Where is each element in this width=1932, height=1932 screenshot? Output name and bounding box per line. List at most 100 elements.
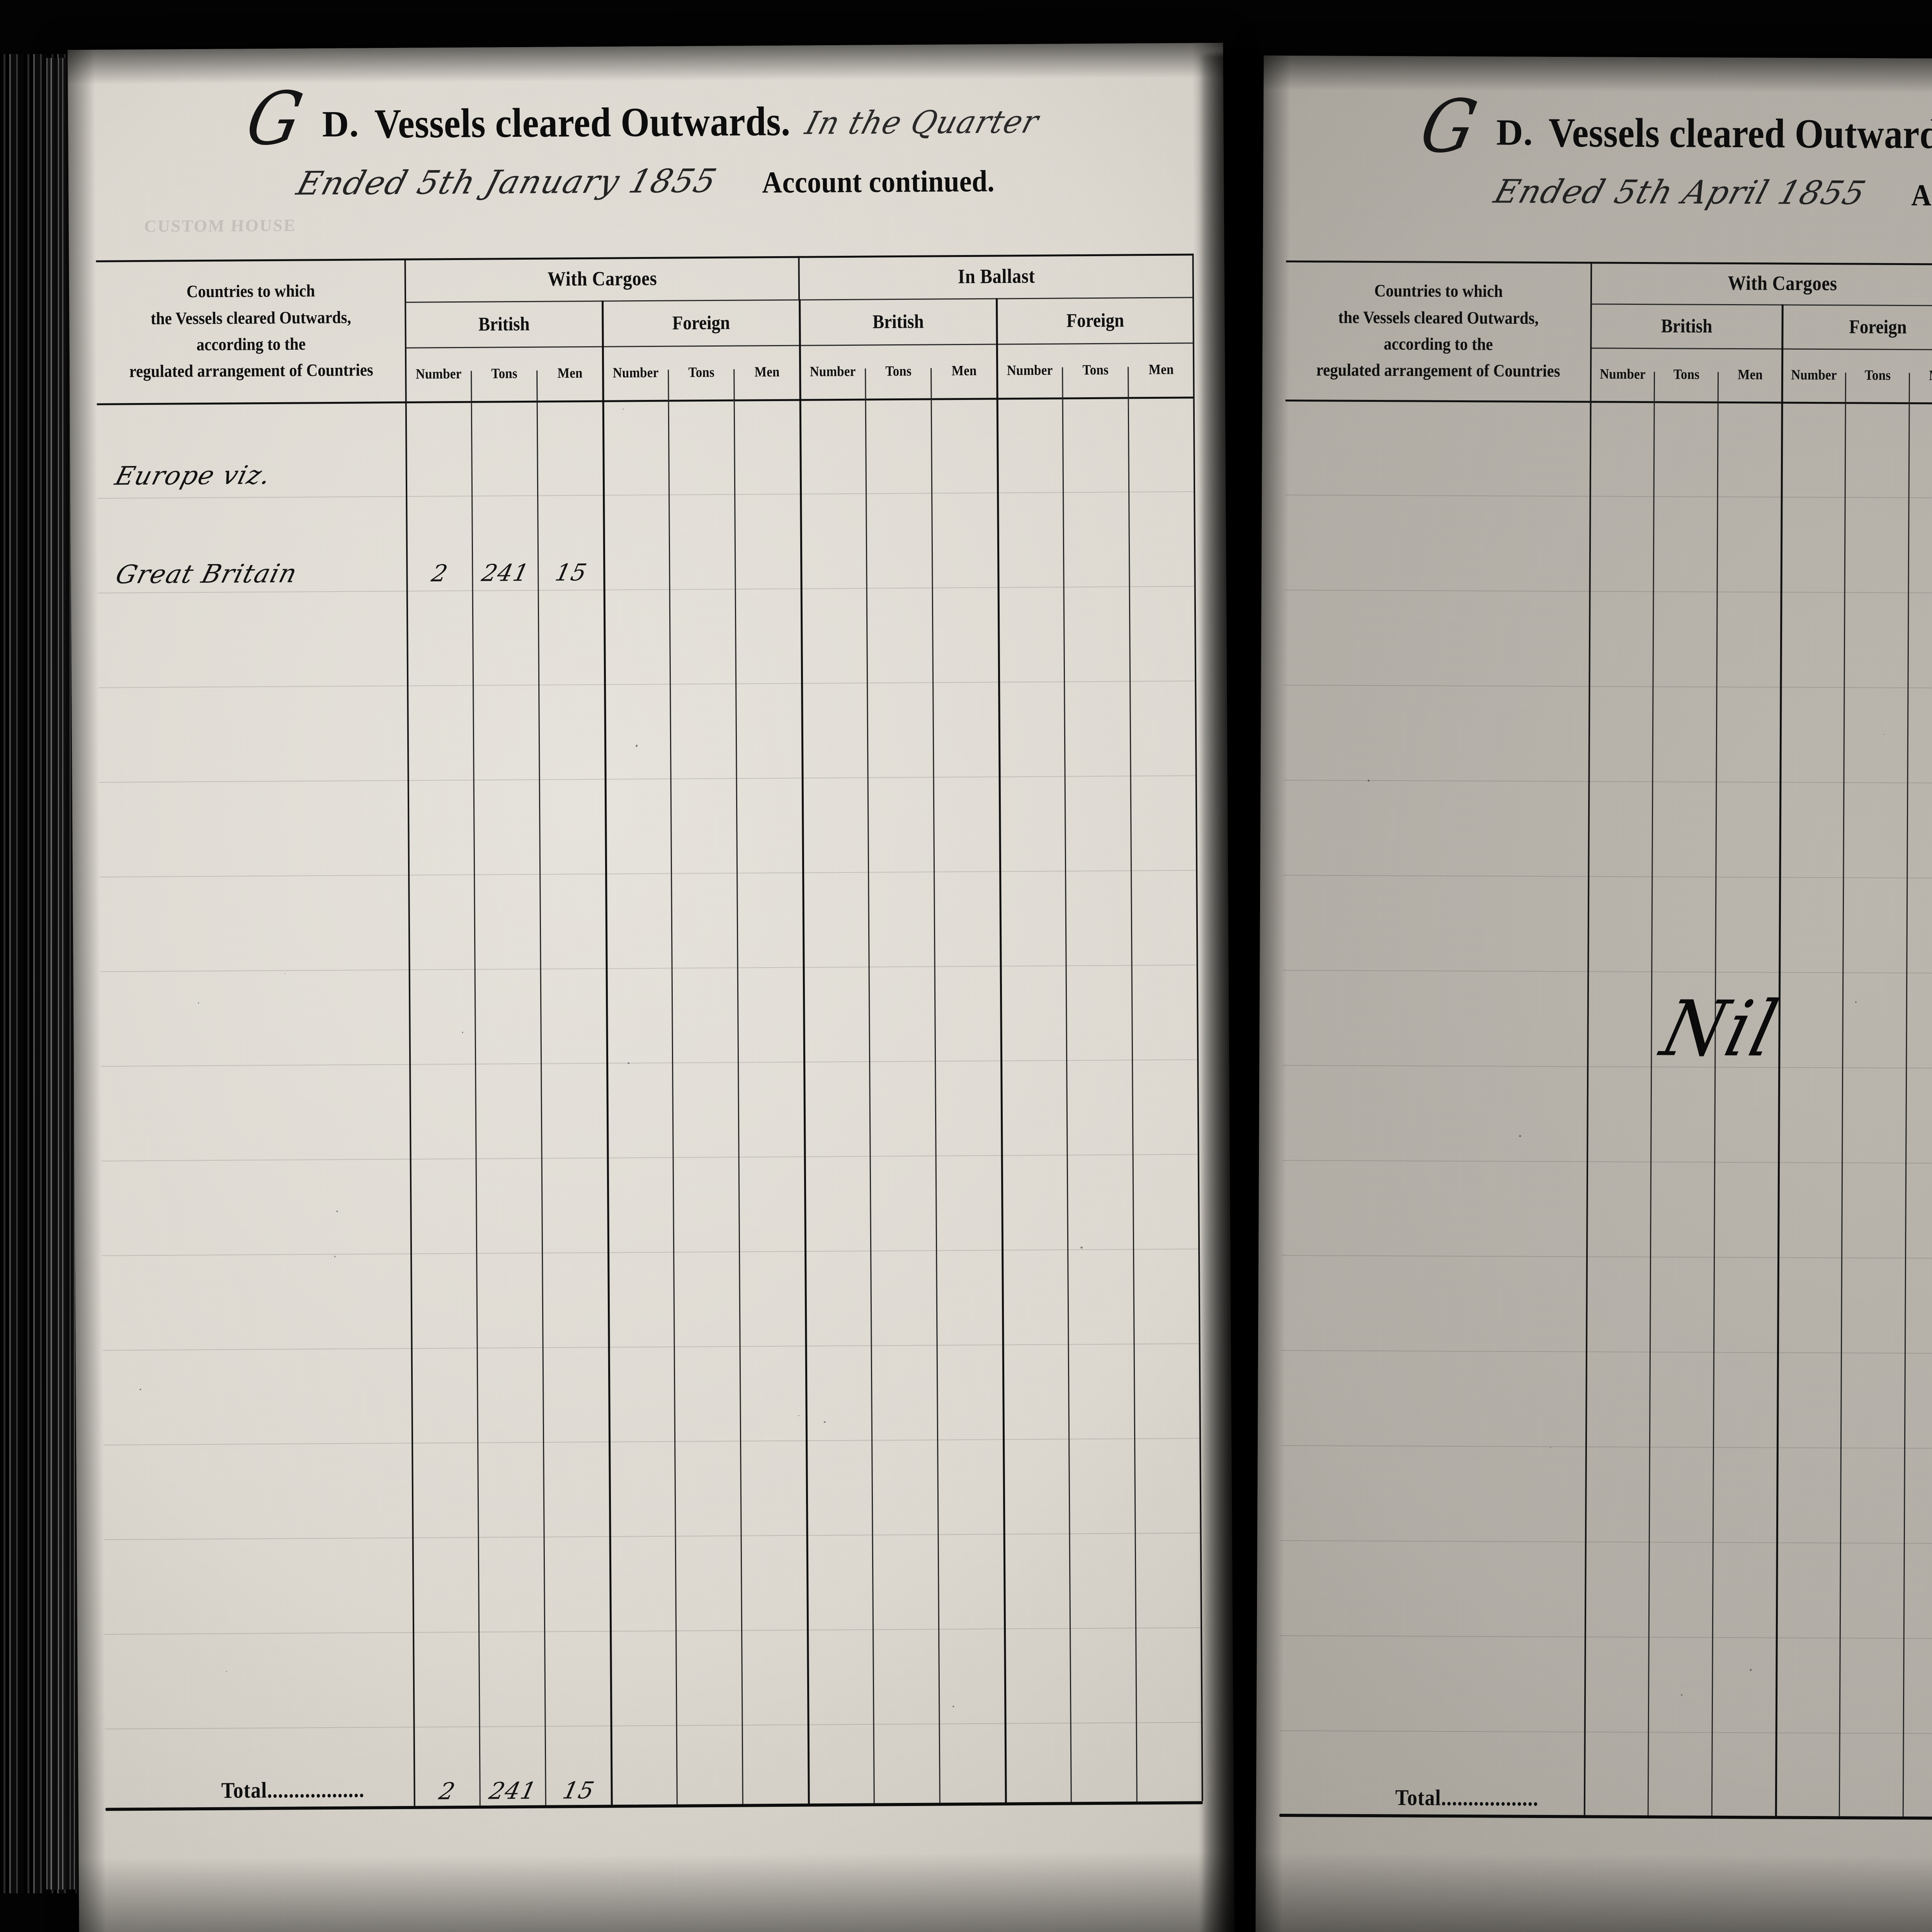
ledger-rule-line <box>1281 1540 1932 1546</box>
unit-header-0-number: Number <box>1591 344 1655 404</box>
countries-header-line-3: according to the <box>1384 330 1493 357</box>
ledger-rule-line <box>1283 875 1932 880</box>
group-header-with-cargoes: With Cargoes <box>1591 259 1932 308</box>
unit-header-8-men: Men <box>931 340 997 401</box>
unit-header-9-number: Number <box>997 340 1063 401</box>
paper-speck <box>1750 1669 1752 1671</box>
paper-speck <box>337 1211 338 1212</box>
quarter-annotation: In the Quarter <box>801 104 1043 142</box>
account-continued-note: Account continued. <box>762 163 995 200</box>
column-rule-10 <box>1062 367 1072 1802</box>
ledger-rule-line <box>99 775 1197 782</box>
page-title: Vessels cleared Outwards. <box>374 97 791 148</box>
unit-header-5-men: Men <box>734 342 800 403</box>
unit-header-6-number: Number <box>800 341 866 402</box>
page-header-line-1: G D. Vessels cleared Outwards. In the Qu… <box>68 92 1224 157</box>
ledger-page-right: G D. Vessels cleared Outwards. In the Qu… <box>1255 56 1932 1932</box>
ledger-page-left: G D. Vessels cleared Outwards. In the Qu… <box>68 43 1235 1932</box>
column-rule-3 <box>1775 304 1784 1816</box>
vessels-table-left: Countries to which the Vessels cleared Ou… <box>96 253 1203 1867</box>
ledger-rule-line <box>1285 590 1932 595</box>
total-row-label: Total.................. <box>1395 1785 1539 1811</box>
ledger-rule-line <box>103 1343 1200 1350</box>
cell-value-r1-c2: 15 <box>553 559 590 587</box>
paper-speck <box>953 1706 954 1707</box>
ledger-rule-line <box>1284 685 1932 690</box>
ledger-rule-line <box>104 1532 1201 1540</box>
ledger-rule-line <box>105 1722 1202 1729</box>
countries-header-line-4: regulated arrangement of Countries <box>1316 357 1560 384</box>
column-rule-4 <box>668 370 678 1804</box>
column-rule-3 <box>602 301 613 1805</box>
countries-header-line-4: regulated arrangement of Countries <box>129 357 373 384</box>
countries-header-line-2: the Vessels cleared Outwards, <box>1338 304 1539 331</box>
countries-header-line-3: according to the <box>196 330 306 357</box>
column-rule-7 <box>865 369 875 1803</box>
column-rule-1 <box>1648 372 1655 1815</box>
column-rule-2 <box>1711 372 1719 1816</box>
paper-speck <box>824 1421 825 1423</box>
page-letter-d-right: D. <box>1496 111 1533 153</box>
paper-speck <box>628 1062 629 1064</box>
vessels-table-right: Countries to which the Vessels cleared Ou… <box>1279 260 1932 1880</box>
ledger-rule-line <box>1283 970 1932 975</box>
unit-header-0-number: Number <box>406 344 472 405</box>
ledger-rule-line <box>102 1248 1199 1256</box>
column-rule-5 <box>1903 373 1910 1816</box>
column-rule-11 <box>1128 367 1138 1801</box>
total-row-label: Total.................. <box>221 1777 364 1803</box>
ledger-rule-line <box>97 491 1195 498</box>
page-header-line-1-right: G D. Vessels cleared Outwards. In the Qu… <box>1263 105 1932 168</box>
total-value-c2: 15 <box>560 1777 597 1804</box>
page-edge-bottom-right <box>1255 1852 1932 1932</box>
cell-value-r1-c1: 241 <box>479 560 532 587</box>
unit-header-3-number: Number <box>603 342 669 403</box>
paper-speck <box>1681 1694 1682 1696</box>
ledger-rule-line <box>100 964 1198 972</box>
paper-speck <box>284 973 285 974</box>
ledger-rule-line <box>104 1627 1202 1634</box>
subgroup-header-0: British <box>1591 301 1782 351</box>
ledger-rule-line <box>101 1059 1198 1066</box>
ledger-rule-line <box>1282 1065 1932 1070</box>
ledger-rule-line <box>1282 1255 1932 1260</box>
column-rule-9 <box>996 298 1007 1802</box>
paper-speck <box>1550 1447 1551 1448</box>
page-edge-top <box>68 43 1223 85</box>
unit-header-4-tons: Tons <box>1846 345 1910 405</box>
total-value-c0: 2 <box>437 1778 458 1805</box>
paper-speck <box>1367 780 1369 782</box>
ledger-rule-line <box>1285 495 1932 500</box>
ledger-rule-line <box>99 680 1196 688</box>
period-ended-annotation-right: Ended 5th April 1855 <box>1490 172 1871 212</box>
page-letter-d: D. <box>322 102 359 146</box>
subgroup-header-0: British <box>405 298 603 350</box>
page-edge-top-right <box>1264 56 1932 95</box>
paper-speck <box>226 1671 227 1672</box>
unit-header-2-men: Men <box>537 343 603 404</box>
account-continued-note-right: Account continued. <box>1911 178 1932 214</box>
ledger-rule-line <box>1280 1635 1932 1641</box>
ledger-rule-line <box>1284 780 1932 785</box>
column-rule-8 <box>930 368 940 1803</box>
total-value-c1: 241 <box>487 1777 539 1805</box>
unit-header-1-tons: Tons <box>471 343 537 404</box>
period-ended-annotation: Ended 5th January 1855 <box>293 162 721 202</box>
unit-header-7-tons: Tons <box>866 341 932 402</box>
cell-value-r1-c0: 2 <box>429 560 451 587</box>
page-edge-bottom <box>79 1851 1235 1932</box>
unit-header-1-tons: Tons <box>1655 345 1719 405</box>
unit-header-10-tons: Tons <box>1063 340 1129 401</box>
subgroup-header-2: British <box>799 295 997 347</box>
column-rule-country <box>404 259 415 1806</box>
ledger-rule-line <box>1281 1445 1932 1451</box>
countries-column-header: Countries to which the Vessels cleared Ou… <box>1286 253 1592 408</box>
column-rule-4 <box>1839 372 1846 1816</box>
total-row-rule <box>1279 1814 1932 1821</box>
page-header-line-2: Ended 5th January 1855 Account continued… <box>68 159 1224 224</box>
row-country-label-1: Great Britain <box>112 559 301 590</box>
unit-header-11-men: Men <box>1128 339 1194 400</box>
row-country-label-0: Europe viz. <box>112 460 275 491</box>
unit-header-3-number: Number <box>1782 345 1846 405</box>
nil-annotation: Nil <box>1653 985 1788 1074</box>
